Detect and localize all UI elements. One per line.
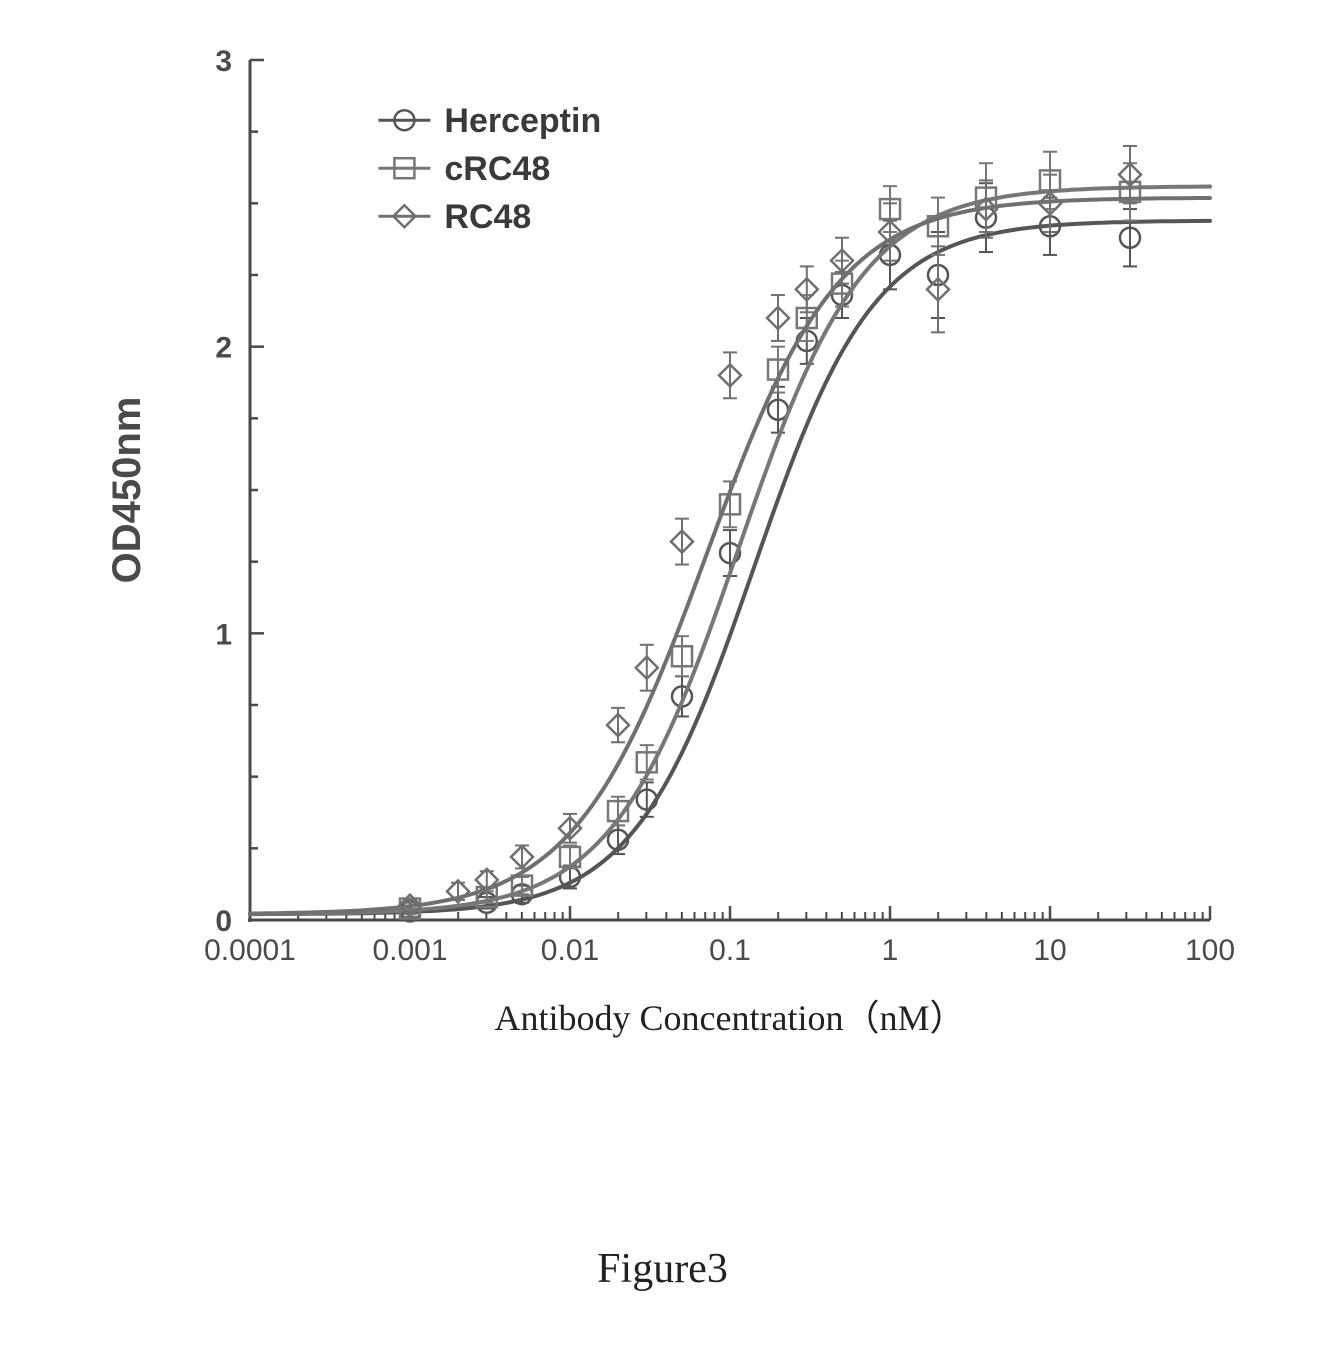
page: 01230.00010.0010.010.1110100Antibody Con…: [0, 0, 1325, 1359]
chart-container: 01230.00010.0010.010.1110100Antibody Con…: [70, 40, 1250, 1120]
svg-text:RC48: RC48: [444, 198, 531, 236]
svg-text:cRC48: cRC48: [444, 150, 550, 188]
svg-text:100: 100: [1185, 934, 1235, 967]
svg-text:10: 10: [1033, 934, 1066, 967]
svg-text:3: 3: [215, 45, 232, 78]
svg-text:Antibody Concentration（nM）: Antibody Concentration（nM）: [495, 998, 966, 1038]
dose-response-chart: 01230.00010.0010.010.1110100Antibody Con…: [70, 40, 1250, 1120]
figure-caption: Figure3: [0, 1245, 1325, 1293]
svg-text:0.1: 0.1: [709, 934, 751, 967]
svg-text:0.01: 0.01: [541, 934, 599, 967]
svg-text:OD450nm: OD450nm: [105, 397, 149, 584]
svg-text:Herceptin: Herceptin: [444, 102, 601, 140]
svg-text:0.0001: 0.0001: [204, 934, 296, 967]
svg-text:1: 1: [882, 934, 899, 967]
svg-text:0.001: 0.001: [372, 934, 447, 967]
svg-text:1: 1: [215, 618, 232, 651]
svg-text:2: 2: [215, 332, 232, 365]
